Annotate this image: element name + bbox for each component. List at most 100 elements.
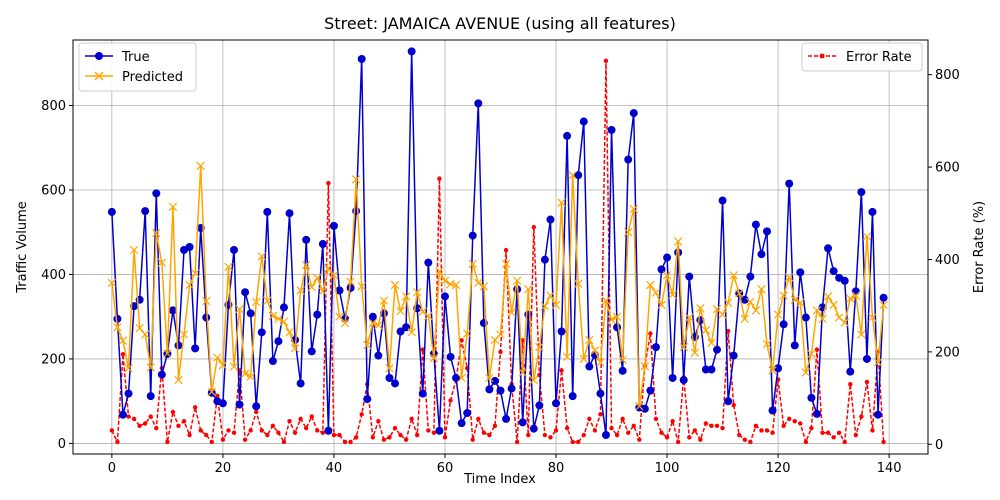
series-error-point: [337, 432, 342, 438]
series-predicted-point: [185, 280, 194, 290]
series-error-point: [459, 338, 464, 343]
series-predicted-point: [718, 310, 727, 319]
series-true-point: [324, 426, 333, 435]
series-true-point: [535, 401, 544, 410]
series-predicted-point: [751, 306, 761, 315]
series-error-point: [298, 416, 303, 422]
series-predicted-point: [857, 330, 866, 339]
series-predicted-point: [729, 271, 738, 280]
series-true-point: [552, 399, 561, 408]
series-error-point: [581, 432, 586, 438]
series-error-point: [126, 414, 131, 419]
series-true-point: [457, 419, 466, 428]
series-true-point: [313, 310, 322, 319]
series-predicted-point: [485, 373, 494, 383]
series-error-point: [814, 347, 820, 352]
series-true-point: [785, 179, 794, 188]
series-predicted-point: [224, 262, 233, 272]
series-predicted-point: [462, 329, 472, 338]
series-predicted-point: [507, 308, 516, 317]
y2-axis-label: Error Rate (%): [972, 201, 987, 293]
series-true-point: [507, 384, 516, 393]
series-error-point: [320, 430, 326, 435]
series-error-point: [709, 423, 714, 429]
series-predicted-point: [651, 288, 661, 297]
series-predicted-point: [723, 298, 733, 307]
series-error-point: [648, 331, 653, 336]
series-predicted-point: [746, 297, 755, 307]
series-true-point: [452, 373, 461, 382]
series-predicted-point: [290, 344, 300, 353]
series-error-point: [370, 435, 376, 440]
series-error-point: [570, 439, 575, 445]
series-predicted-point: [196, 161, 205, 171]
series-predicted-point: [379, 296, 389, 305]
series-true-point: [729, 351, 738, 360]
series-error-point: [836, 430, 842, 435]
series-predicted-point: [468, 259, 477, 269]
series-error-point: [864, 379, 870, 385]
series-predicted-point: [612, 312, 622, 321]
series-error-point: [831, 435, 836, 440]
series-error-point: [187, 432, 192, 438]
series-predicted-point: [768, 366, 777, 375]
y-tick-label: 200: [41, 352, 66, 367]
series-true-point: [685, 272, 694, 281]
series-true-point: [418, 389, 427, 398]
series-error-point: [481, 430, 487, 435]
series-true-point: [107, 207, 116, 216]
series-true-point: [485, 385, 494, 394]
series-error-point: [448, 398, 453, 403]
series-true-point: [174, 341, 183, 350]
series-error-point: [409, 416, 414, 422]
series-predicted-point: [690, 348, 700, 357]
x-tick-label: 60: [437, 461, 454, 476]
series-predicted-point: [518, 368, 527, 377]
series-predicted-point: [801, 368, 811, 377]
series-predicted-point: [407, 328, 416, 337]
x-tick-label: 100: [655, 461, 680, 476]
series-error-point: [703, 421, 709, 426]
series-error-point: [859, 414, 864, 419]
y-tick-label: 800: [41, 99, 66, 114]
series-predicted-point: [524, 285, 533, 294]
series-true-point: [874, 410, 883, 419]
y-tick-label: 0: [58, 437, 66, 452]
series-error-point: [692, 428, 698, 433]
series-error-point: [281, 439, 287, 445]
series-error-point: [431, 430, 437, 435]
series-true-point: [279, 303, 288, 312]
series-predicted-point: [696, 304, 705, 313]
series-true-point: [296, 379, 305, 388]
legend-left-box: [78, 42, 197, 92]
series-predicted-point: [329, 271, 339, 280]
series-true-point: [241, 288, 250, 297]
series-true-point: [879, 293, 888, 302]
series-error-point: [609, 425, 614, 431]
series-error-point: [131, 416, 137, 422]
series-error-point: [192, 405, 198, 410]
x-tick-label: 80: [548, 461, 565, 476]
series-error-point: [231, 430, 237, 435]
x-tick-label: 140: [877, 461, 902, 476]
series-error-point: [714, 423, 720, 429]
series-error-point: [120, 351, 126, 357]
series-true-point: [857, 188, 866, 197]
series-true-point: [529, 424, 538, 433]
series-true-point: [796, 268, 805, 277]
series-error-point: [220, 437, 226, 442]
series-error-point: [753, 423, 759, 429]
series-true-point: [824, 244, 833, 253]
series-error-point: [165, 439, 170, 445]
series-predicted-point: [263, 296, 272, 305]
series-true-point: [157, 370, 166, 379]
series-true-point: [118, 410, 127, 419]
series-error-point: [559, 368, 564, 373]
series-error-point: [564, 425, 570, 431]
series-error-point: [242, 437, 248, 442]
series-predicted-point: [862, 232, 872, 241]
series-true-point: [230, 245, 239, 254]
series-predicted-point: [307, 282, 316, 292]
x-axis-label: Time Index: [463, 472, 536, 487]
